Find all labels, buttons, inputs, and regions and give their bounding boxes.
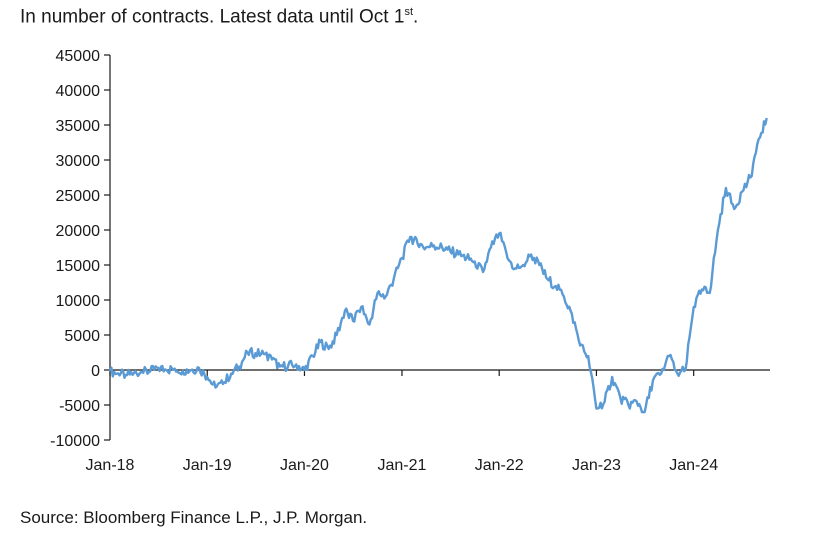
y-axis: 45000 40000 35000 30000 25000 20000 15000 10000… <box>50 48 111 450</box>
x-tick-label: Jan-21 <box>378 457 427 474</box>
x-tick-label: Jan-20 <box>280 457 329 474</box>
y-tick-label: 25000 <box>56 188 101 205</box>
x-tick-label: Jan-24 <box>669 457 718 474</box>
x-axis: Jan-18 Jan-19 Jan-20 Jan-21 Jan-22 Jan-23 Jan-… <box>86 369 770 474</box>
subtitle-superscript: st <box>404 6 413 18</box>
chart-subtitle: In number of contracts. Latest data unti… <box>20 6 418 28</box>
x-tick-label: Jan-18 <box>86 457 135 474</box>
y-tick-label: 30000 <box>56 153 101 170</box>
y-tick-label: -10000 <box>50 433 100 450</box>
source-note: Source: Bloomberg Finance L.P., J.P. Mor… <box>20 508 368 527</box>
y-tick-label: -5000 <box>59 398 100 415</box>
series-group <box>108 117 768 414</box>
subtitle-text: In number of contracts. Latest data unti… <box>20 6 405 28</box>
y-tick-label: 20000 <box>56 223 101 240</box>
y-tick-label: 35000 <box>56 118 101 135</box>
y-tick-label: 40000 <box>56 83 101 100</box>
line-chart: 45000 40000 35000 30000 25000 20000 15000 10000… <box>50 48 770 474</box>
y-tick-label: 0 <box>91 363 100 380</box>
y-tick-label: 15000 <box>56 258 101 275</box>
x-tick-label: Jan-19 <box>183 457 232 474</box>
subtitle-suffix: . <box>413 6 419 28</box>
series-line <box>108 117 768 414</box>
y-tick-label: 10000 <box>56 293 101 310</box>
y-tick-label: 5000 <box>64 328 100 345</box>
y-tick-label: 45000 <box>56 48 101 65</box>
x-tick-label: Jan-22 <box>475 457 524 474</box>
x-tick-label: Jan-23 <box>572 457 621 474</box>
